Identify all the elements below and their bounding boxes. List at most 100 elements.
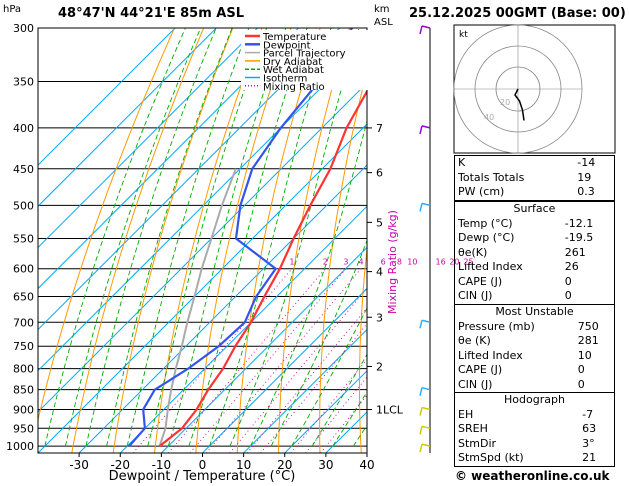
wind-barb-icon (419, 319, 431, 329)
index-label: SREH (458, 422, 488, 436)
table-row: θe(K) 261 (455, 246, 615, 261)
table-row: EH -7 (455, 408, 615, 423)
location-header: 48°47'N 44°21'E 85m ASL (58, 6, 245, 21)
legend-label: Mixing Ratio (263, 82, 325, 93)
barb-flag (419, 443, 423, 453)
pressure-tick-label: 700 (13, 316, 34, 329)
table-row: K -14 (455, 156, 615, 171)
asl-label: ASL (374, 17, 393, 28)
index-label: Lifted Index (458, 260, 523, 274)
mixing-ratio-label: 4 (358, 258, 363, 267)
isotherm-line (202, 287, 367, 453)
table-row: Totals Totals 19 (455, 171, 615, 186)
pressure-tick-label: 450 (13, 163, 34, 176)
dry-adiabat-line (195, 28, 292, 453)
wind-barb-icon (419, 425, 431, 435)
parcel-trajectory-line (158, 168, 237, 447)
index-label: Totals Totals (458, 170, 525, 184)
table-header-row: Most Unstable (455, 305, 615, 320)
wet-adiabat-line (85, 28, 217, 447)
pressure-tick-label: 300 (13, 22, 34, 35)
barb-staff (421, 25, 431, 29)
dry-adiabat-line (319, 69, 367, 453)
dry-adiabat-line (38, 28, 175, 422)
isotherm-line (38, 28, 258, 249)
barb-flag (419, 203, 423, 212)
pressure-tick-label: 750 (13, 340, 34, 353)
index-label: StmSpd (kt) (458, 451, 524, 465)
index-value: 0 (577, 363, 585, 377)
table-row: CAPE (J) 0 (455, 275, 615, 290)
barb-flag (419, 320, 423, 329)
x-tick-label: 40 (359, 458, 374, 472)
pressure-tick-label: 550 (13, 233, 34, 246)
most-unstable-table: Most Unstable Pressure (mb) 750 θe (K) 281… (454, 304, 615, 393)
mixing-ratio-line (132, 268, 293, 453)
mixing-ratio-label: 2 (323, 258, 328, 267)
index-value: 19 (577, 170, 592, 184)
table-row: PW (cm) 0.3 (455, 185, 615, 200)
index-value: 63 (582, 422, 597, 436)
table-row: StmDir 3° (455, 437, 615, 452)
x-tick-label: 10 (236, 458, 251, 472)
index-value: -14 (577, 156, 596, 170)
table-row: Dewp (°C) -19.5 (455, 231, 615, 246)
index-value: 750 (577, 319, 599, 333)
index-label: EH (458, 407, 474, 421)
barb-flag (419, 125, 423, 135)
barb-staff (421, 386, 431, 391)
table-row: CIN (J) 0 (455, 378, 615, 393)
index-value: 0 (577, 377, 585, 391)
temperature-line (158, 89, 367, 447)
isotherm-line (38, 41, 367, 372)
mixing-ratio-line (167, 268, 326, 453)
legend-box (241, 30, 368, 90)
section-title: Surface (513, 202, 556, 216)
mixing-ratio-label: 16 (435, 258, 445, 267)
barb-flag (419, 387, 423, 396)
pressure-tick-label: 950 (13, 422, 34, 435)
mixing-ratio-label: 8 (397, 258, 402, 267)
mixing-ratio-label: 1 (289, 258, 294, 267)
table-header-row: Hodograph (455, 393, 615, 408)
wind-barb-icon (419, 202, 431, 212)
index-value: -7 (582, 407, 594, 421)
wet-adiabat-line (270, 239, 367, 447)
x-tick-label: 30 (318, 458, 333, 472)
km-tick-label: 7 (376, 122, 383, 135)
index-value: 10 (577, 348, 592, 362)
index-label: θe(K) (458, 245, 488, 259)
index-label: θe (K) (458, 334, 491, 348)
barb-staff (421, 443, 431, 447)
hodograph-trace (514, 88, 525, 121)
barb-flag (419, 407, 423, 416)
x-axis-label: Dewpoint / Temperature (°C) (109, 469, 296, 484)
dry-adiabat-line (278, 28, 350, 453)
barb-staff (421, 406, 431, 411)
wind-barb-icon (419, 25, 431, 35)
dry-adiabat-line (154, 28, 263, 453)
barb-staff (421, 125, 431, 129)
legend-label: Isotherm (263, 74, 307, 85)
table-row: Lifted Index 10 (455, 349, 615, 364)
wet-adiabat-line (64, 28, 202, 447)
dry-adiabat-line (112, 28, 234, 453)
hodograph-table: Hodograph EH -7 SREH 63 StmDir 3° StmSpd (k… (454, 392, 615, 467)
hodograph-ring-label: 40 (484, 113, 494, 122)
table-row: SREH 63 (455, 422, 615, 437)
wet-adiabat-line (126, 28, 250, 447)
hodograph-ring-label: 20 (500, 98, 510, 107)
mixing-ratio-label: 6 (381, 258, 386, 267)
wet-adiabat-line (311, 353, 367, 447)
barb-staff (421, 202, 431, 207)
km-label: km (374, 4, 390, 15)
isotherm-line (38, 28, 299, 290)
pressure-tick-label: 500 (13, 199, 34, 212)
barb-flag (419, 25, 423, 35)
km-tick-label: 5 (376, 216, 383, 229)
index-value: 0.3 (577, 185, 595, 199)
isotherm-line (243, 328, 367, 453)
wet-adiabat-line (147, 28, 268, 447)
pressure-tick-label: 350 (13, 76, 34, 89)
